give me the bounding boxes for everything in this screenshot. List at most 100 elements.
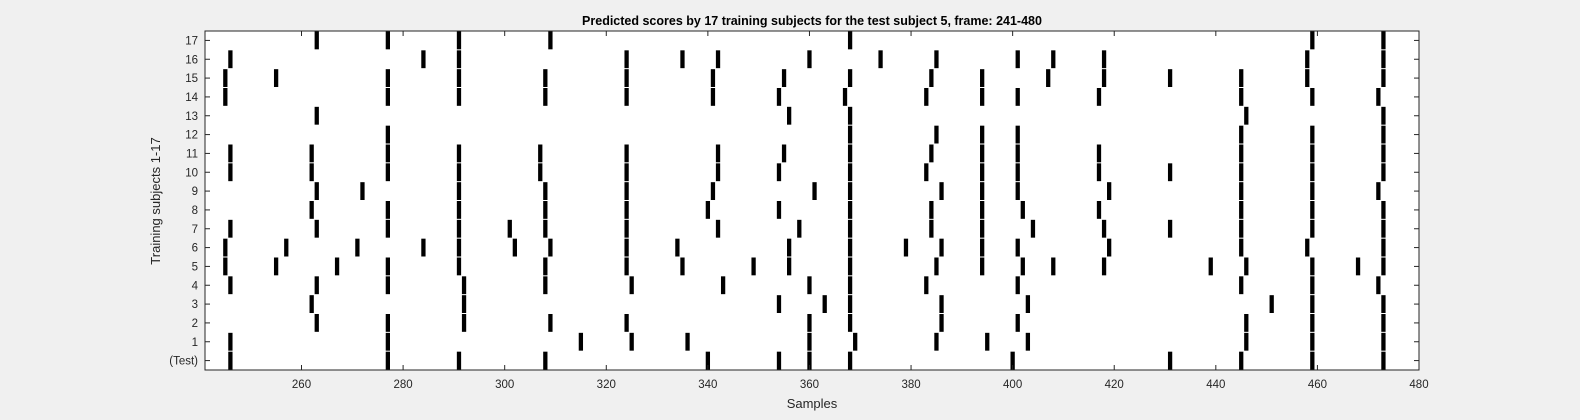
score-mark — [924, 163, 929, 182]
row-marks-17 — [314, 31, 1386, 50]
score-mark — [309, 163, 314, 182]
score-mark — [781, 144, 787, 163]
score-mark — [1381, 351, 1386, 370]
x-tick-label: 400 — [1003, 379, 1022, 391]
score-mark — [228, 144, 233, 163]
score-mark — [1376, 88, 1381, 106]
score-mark — [309, 144, 314, 163]
y-tick-label: 10 — [185, 167, 198, 179]
score-mark — [1239, 88, 1244, 106]
score-mark — [853, 332, 858, 351]
score-mark — [1167, 163, 1173, 182]
score-mark — [807, 50, 812, 69]
score-mark — [223, 257, 228, 276]
score-mark — [1310, 31, 1315, 50]
score-mark — [461, 276, 467, 295]
x-tick-label: 480 — [1409, 379, 1428, 391]
score-mark — [624, 50, 629, 69]
score-mark — [1305, 69, 1310, 87]
score-mark — [980, 144, 985, 163]
score-mark — [847, 351, 853, 370]
score-mark — [273, 69, 279, 87]
score-mark — [548, 31, 553, 50]
score-mark — [385, 31, 390, 50]
score-mark — [624, 257, 629, 276]
score-mark — [847, 182, 853, 200]
score-mark — [1381, 257, 1386, 276]
score-mark — [797, 219, 802, 238]
x-tick-label: 420 — [1105, 379, 1124, 391]
score-mark — [1239, 201, 1244, 219]
score-mark — [847, 276, 853, 295]
score-mark — [507, 219, 512, 238]
score-mark — [1015, 125, 1020, 144]
score-mark — [1046, 69, 1051, 87]
x-tick-label: 440 — [1206, 379, 1225, 391]
score-mark — [1015, 50, 1020, 69]
x-tick-label: 460 — [1308, 379, 1327, 391]
score-mark — [421, 50, 426, 69]
y-tick-label: 16 — [185, 54, 198, 66]
score-mark — [355, 238, 360, 257]
score-mark — [1310, 332, 1315, 351]
score-mark — [548, 238, 553, 257]
score-mark — [1015, 88, 1020, 106]
row-marks-3 — [309, 295, 1386, 313]
score-mark — [1381, 106, 1386, 125]
y-tick-label: 13 — [185, 111, 198, 123]
score-mark — [1096, 144, 1102, 163]
score-mark — [847, 219, 853, 238]
score-mark — [675, 238, 680, 257]
score-mark — [980, 182, 985, 200]
score-mark — [1107, 182, 1112, 200]
score-mark — [629, 332, 634, 351]
score-mark — [1381, 201, 1386, 219]
score-mark — [847, 295, 853, 313]
score-mark — [939, 182, 944, 200]
score-mark — [1239, 125, 1244, 144]
score-mark — [807, 351, 812, 370]
score-mark — [543, 351, 548, 370]
score-mark — [1096, 201, 1102, 219]
score-mark — [980, 257, 985, 276]
row-marks-13 — [314, 106, 1386, 125]
score-mark — [512, 238, 517, 257]
score-mark — [624, 144, 629, 163]
row-marks-5 — [223, 257, 1386, 276]
score-mark — [1015, 144, 1020, 163]
score-mark — [228, 50, 233, 69]
row-marks-16 — [228, 50, 1386, 69]
score-mark — [456, 219, 462, 238]
score-mark — [1305, 238, 1310, 257]
score-mark — [385, 314, 390, 332]
score-mark — [385, 201, 390, 219]
score-mark — [680, 257, 685, 276]
score-mark — [223, 69, 228, 87]
score-mark — [1167, 351, 1173, 370]
score-mark — [715, 144, 721, 163]
score-mark — [1015, 182, 1020, 200]
score-mark — [1101, 257, 1107, 276]
score-mark — [538, 144, 543, 163]
row-marks-8 — [309, 201, 1386, 219]
score-mark — [1101, 219, 1107, 238]
score-mark — [1239, 219, 1244, 238]
score-mark — [543, 88, 548, 106]
score-mark — [1020, 201, 1025, 219]
score-mark — [1096, 163, 1102, 182]
score-mark — [1015, 163, 1020, 182]
score-mark — [624, 238, 629, 257]
score-mark — [1310, 219, 1315, 238]
score-mark — [1239, 163, 1244, 182]
score-mark — [1244, 257, 1249, 276]
score-mark — [939, 314, 944, 332]
x-tick-label: 320 — [597, 379, 616, 391]
score-mark — [1310, 314, 1315, 332]
x-tick-label: 300 — [495, 379, 514, 391]
row-marks-12 — [385, 125, 1386, 144]
score-mark — [847, 238, 853, 257]
score-mark — [776, 295, 782, 313]
score-mark — [1015, 276, 1020, 295]
score-mark — [878, 50, 883, 69]
score-mark — [751, 257, 756, 276]
